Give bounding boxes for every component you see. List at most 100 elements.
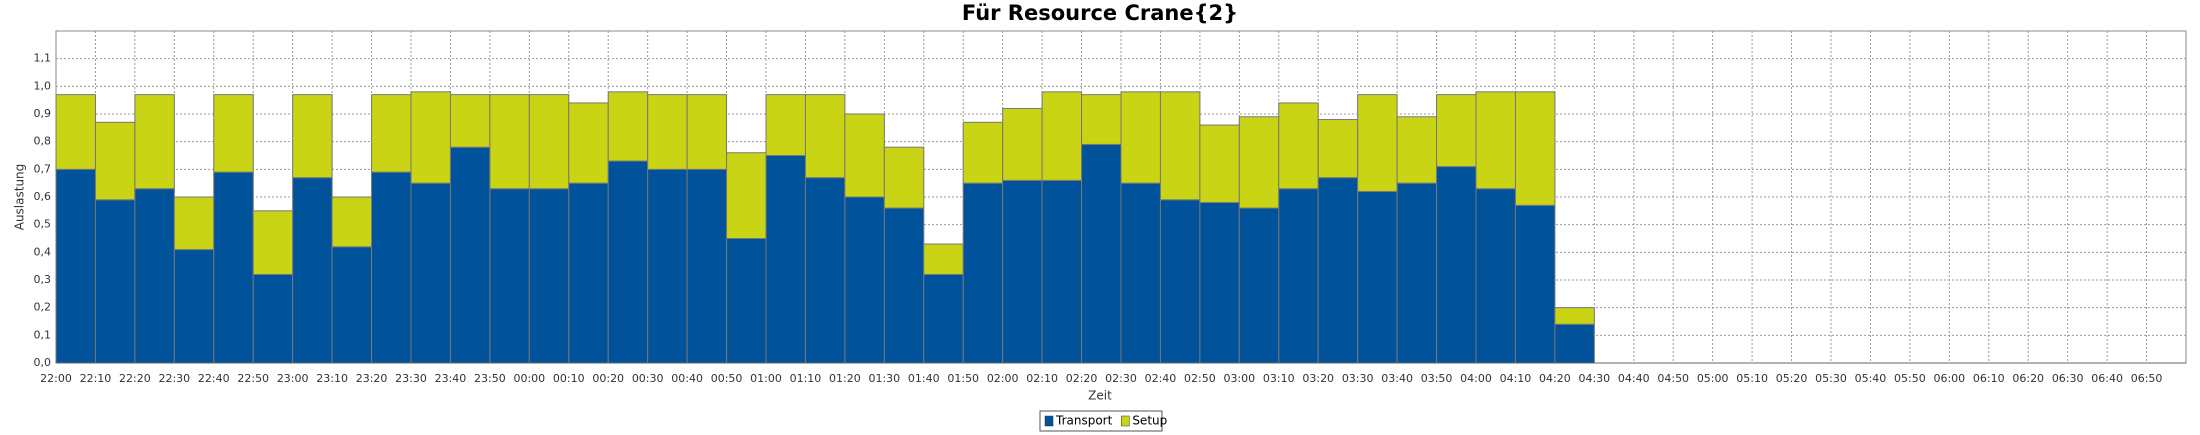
x-tick-label: 03:50 <box>1421 372 1453 385</box>
bar-segment <box>1357 190 1398 364</box>
bar-segment <box>1475 91 1516 190</box>
bar-segment <box>489 188 530 364</box>
y-tick-label: 0,9 <box>34 107 52 120</box>
bar-segment <box>55 168 96 364</box>
bar-segment <box>94 199 136 364</box>
bar-segment <box>134 94 175 190</box>
bar-segment <box>1436 166 1477 364</box>
x-tick-label: 22:10 <box>80 372 112 385</box>
x-tick-label: 22:30 <box>158 372 190 385</box>
x-tick-label: 23:30 <box>395 372 427 385</box>
bar-segment <box>647 94 688 170</box>
x-tick-label: 04:20 <box>1539 372 1571 385</box>
bar-segment <box>252 273 294 364</box>
bar-segment <box>883 146 925 209</box>
x-tick-label: 04:00 <box>1460 372 1492 385</box>
x-tick-label: 02:40 <box>1145 372 1177 385</box>
legend-swatch <box>1044 415 1054 427</box>
x-tick-label: 04:40 <box>1618 372 1650 385</box>
x-tick-label: 05:40 <box>1855 372 1887 385</box>
x-tick-label: 04:30 <box>1578 372 1610 385</box>
y-tick-label: 0,3 <box>34 273 52 286</box>
bar-segment <box>292 177 333 364</box>
bar-segment <box>568 102 609 184</box>
bar-segment <box>568 182 609 364</box>
x-tick-label: 06:50 <box>2131 372 2163 385</box>
y-tick-label: 1,0 <box>34 79 52 92</box>
y-tick-label: 0,1 <box>34 328 52 341</box>
bar-segment <box>804 94 846 179</box>
bar-segment <box>94 121 136 201</box>
x-tick-label: 23:50 <box>474 372 506 385</box>
bar-segment <box>1554 307 1595 325</box>
bar-segment <box>410 91 451 184</box>
bar-segment <box>923 243 964 275</box>
bar-segment <box>1081 143 1122 364</box>
bar-segment <box>1278 102 1319 190</box>
bar-segment <box>844 196 885 364</box>
bar-segment <box>1002 179 1043 364</box>
x-tick-label: 01:20 <box>829 372 861 385</box>
bar-segment <box>449 94 491 148</box>
bar-segment <box>1041 179 1083 364</box>
x-tick-label: 00:10 <box>553 372 585 385</box>
x-tick-label: 00:40 <box>671 372 703 385</box>
bar-segment <box>252 210 294 275</box>
x-tick-label: 05:50 <box>1894 372 1926 385</box>
bar-segment <box>1278 188 1319 364</box>
bar-segment <box>844 113 885 198</box>
bar-segment <box>1199 124 1240 204</box>
x-tick-label: 00:30 <box>632 372 664 385</box>
bar-segment <box>607 160 649 364</box>
x-tick-label: 00:20 <box>592 372 624 385</box>
bar-segment <box>1396 116 1438 184</box>
x-tick-label: 23:10 <box>316 372 348 385</box>
x-tick-label: 23:40 <box>435 372 467 385</box>
bar-segment <box>1514 204 1556 364</box>
x-tick-label: 04:10 <box>1500 372 1532 385</box>
legend-swatch <box>1121 415 1130 427</box>
y-tick-label: 0,4 <box>34 245 52 258</box>
bar-segment <box>173 196 215 251</box>
bar-segment <box>1238 207 1280 364</box>
x-tick-label: 06:10 <box>1973 372 2005 385</box>
y-tick-label: 0,6 <box>34 190 52 203</box>
bar-segment <box>410 182 451 364</box>
bar-segment <box>1317 177 1359 364</box>
y-tick-label: 0,5 <box>34 218 52 231</box>
bar-segment <box>1041 91 1083 181</box>
bar-segment <box>528 188 570 364</box>
x-tick-label: 02:20 <box>1066 372 1098 385</box>
bar-segment <box>1081 94 1122 145</box>
bar-segment <box>1475 188 1516 364</box>
legend-label: Transport <box>1055 414 1113 428</box>
x-tick-label: 03:20 <box>1302 372 1334 385</box>
x-tick-label: 04:50 <box>1657 372 1689 385</box>
x-tick-label: 02:50 <box>1184 372 1216 385</box>
x-tick-label: 06:40 <box>2091 372 2123 385</box>
bar-segment <box>765 94 806 156</box>
bar-segment <box>1238 116 1280 209</box>
x-tick-label: 05:30 <box>1815 372 1847 385</box>
y-axis-label: Auslastung <box>13 164 27 231</box>
bar-segment <box>765 155 806 364</box>
x-tick-label: 06:00 <box>1933 372 1965 385</box>
bar-segment <box>213 171 254 364</box>
bar-segment <box>1120 91 1161 184</box>
x-tick-label: 00:50 <box>711 372 743 385</box>
x-tick-label: 01:10 <box>790 372 822 385</box>
bar-segment <box>1357 94 1398 192</box>
x-tick-label: 22:50 <box>237 372 269 385</box>
bar-segment <box>1436 94 1477 168</box>
x-tick-label: 06:30 <box>2052 372 2084 385</box>
chart-title: Für Resource Crane{2} <box>962 1 1238 25</box>
bar-segment <box>962 121 1004 184</box>
x-tick-label: 22:00 <box>40 372 72 385</box>
bar-segment <box>1002 107 1043 181</box>
x-tick-label: 05:20 <box>1776 372 1808 385</box>
bar-segment <box>883 207 925 364</box>
x-tick-label: 02:30 <box>1105 372 1137 385</box>
bar-segment <box>489 94 530 190</box>
x-tick-label: 06:20 <box>2012 372 2044 385</box>
bar-segment <box>449 146 491 364</box>
